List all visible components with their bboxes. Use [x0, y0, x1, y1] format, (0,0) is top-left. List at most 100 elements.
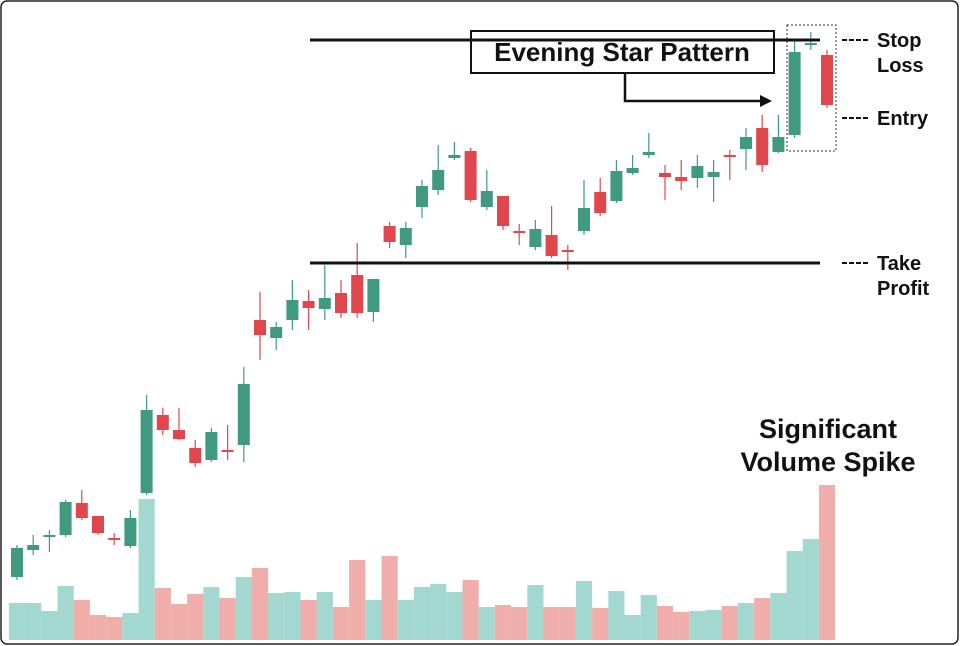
- candle-body: [108, 538, 121, 540]
- candle-body: [254, 320, 266, 335]
- candle-body: [626, 168, 639, 173]
- candle-body: [804, 43, 817, 45]
- volume-bar: [219, 598, 236, 640]
- price-panel: [11, 32, 833, 580]
- volume-bar: [818, 485, 836, 640]
- candle-body: [675, 177, 688, 181]
- volume-bar: [462, 580, 479, 640]
- candle-body: [156, 415, 169, 430]
- arrow: [623, 73, 763, 103]
- level-label: Entry: [877, 108, 929, 130]
- candle-body: [367, 279, 380, 312]
- candle-body: [43, 535, 56, 537]
- arrow-head: [760, 95, 772, 107]
- volume-bar: [478, 607, 495, 640]
- candle-body: [497, 196, 509, 226]
- candle-body: [561, 250, 574, 252]
- volume-bar: [527, 585, 544, 640]
- candle-body: [707, 172, 720, 177]
- candle-body: [383, 226, 396, 242]
- volume-bar: [592, 608, 609, 640]
- candle-body: [27, 545, 40, 550]
- candle-body: [594, 192, 607, 213]
- candle-body: [205, 432, 218, 460]
- volume-bar: [754, 598, 771, 640]
- volume-bar: [8, 603, 26, 640]
- pattern-label-box: [470, 30, 775, 74]
- candle-body: [545, 235, 558, 256]
- candle-body: [318, 298, 331, 309]
- volume-bar: [316, 592, 333, 640]
- candle-body: [691, 166, 704, 178]
- volume-bar: [381, 556, 398, 640]
- volume-bar: [203, 587, 220, 640]
- volume-bar: [25, 603, 42, 640]
- volume-panel: [8, 485, 836, 640]
- volume-bar: [397, 600, 414, 640]
- candle-body: [578, 208, 590, 231]
- candle-body: [432, 170, 445, 190]
- level-label: Stop: [877, 30, 921, 52]
- volume-bar: [511, 607, 528, 640]
- pattern-label: Evening Star Pattern: [494, 37, 750, 67]
- volume-bar: [41, 611, 58, 640]
- candle-body: [772, 137, 785, 152]
- volume-bar: [446, 592, 463, 640]
- candle-body: [189, 448, 202, 463]
- volume-bar: [332, 607, 350, 640]
- volume-bar: [365, 600, 382, 640]
- volume-bar: [89, 615, 107, 640]
- volume-bar: [235, 577, 252, 640]
- candle-body: [821, 55, 833, 105]
- candle-body: [59, 502, 72, 535]
- candle-body: [286, 300, 299, 320]
- candle-body: [11, 548, 23, 577]
- candle-body: [610, 171, 623, 201]
- level-label: Take: [877, 253, 921, 275]
- volume-note: Significant: [759, 414, 897, 444]
- volume-bar: [770, 593, 787, 640]
- candle-body: [399, 228, 412, 245]
- volume-bar: [624, 615, 641, 640]
- volume-bar: [57, 586, 74, 640]
- level-label: Loss: [877, 55, 924, 77]
- candle-body: [173, 430, 185, 439]
- volume-bar: [170, 604, 188, 640]
- candle-body: [124, 518, 137, 546]
- volume-bar: [705, 610, 722, 640]
- volume-bar: [721, 606, 738, 640]
- candle-body: [92, 516, 104, 533]
- candle-body: [756, 128, 769, 165]
- candle-body: [351, 275, 364, 313]
- volume-bar: [786, 551, 803, 640]
- candle-body: [221, 450, 234, 452]
- candle-body: [788, 52, 801, 135]
- volume-bar: [349, 560, 366, 640]
- annotations: Stop Loss Entry Take Profit SignificantVolume…: [310, 30, 930, 477]
- candle-body: [270, 327, 283, 338]
- volume-bar: [413, 587, 431, 640]
- candle-body: [448, 155, 461, 158]
- candle-body: [302, 301, 315, 308]
- volume-bar: [802, 539, 819, 640]
- candle-body: [416, 186, 428, 207]
- volume-bar: [106, 617, 123, 640]
- volume-bar: [138, 499, 155, 640]
- volume-bar: [284, 592, 301, 640]
- volume-bar: [673, 612, 690, 640]
- candle-body: [480, 191, 493, 207]
- volume-bar: [656, 606, 674, 640]
- volume-bar: [122, 613, 139, 640]
- volume-bar: [300, 600, 317, 640]
- volume-bar: [494, 605, 512, 640]
- volume-bar: [268, 593, 285, 640]
- volume-bar: [430, 584, 447, 640]
- candle-body: [723, 155, 736, 157]
- candle-body: [513, 231, 526, 233]
- volume-bar: [737, 603, 755, 640]
- candle-body: [335, 293, 347, 313]
- level-label: Profit: [877, 278, 930, 300]
- candle-body: [464, 151, 477, 200]
- volume-bar: [559, 607, 576, 640]
